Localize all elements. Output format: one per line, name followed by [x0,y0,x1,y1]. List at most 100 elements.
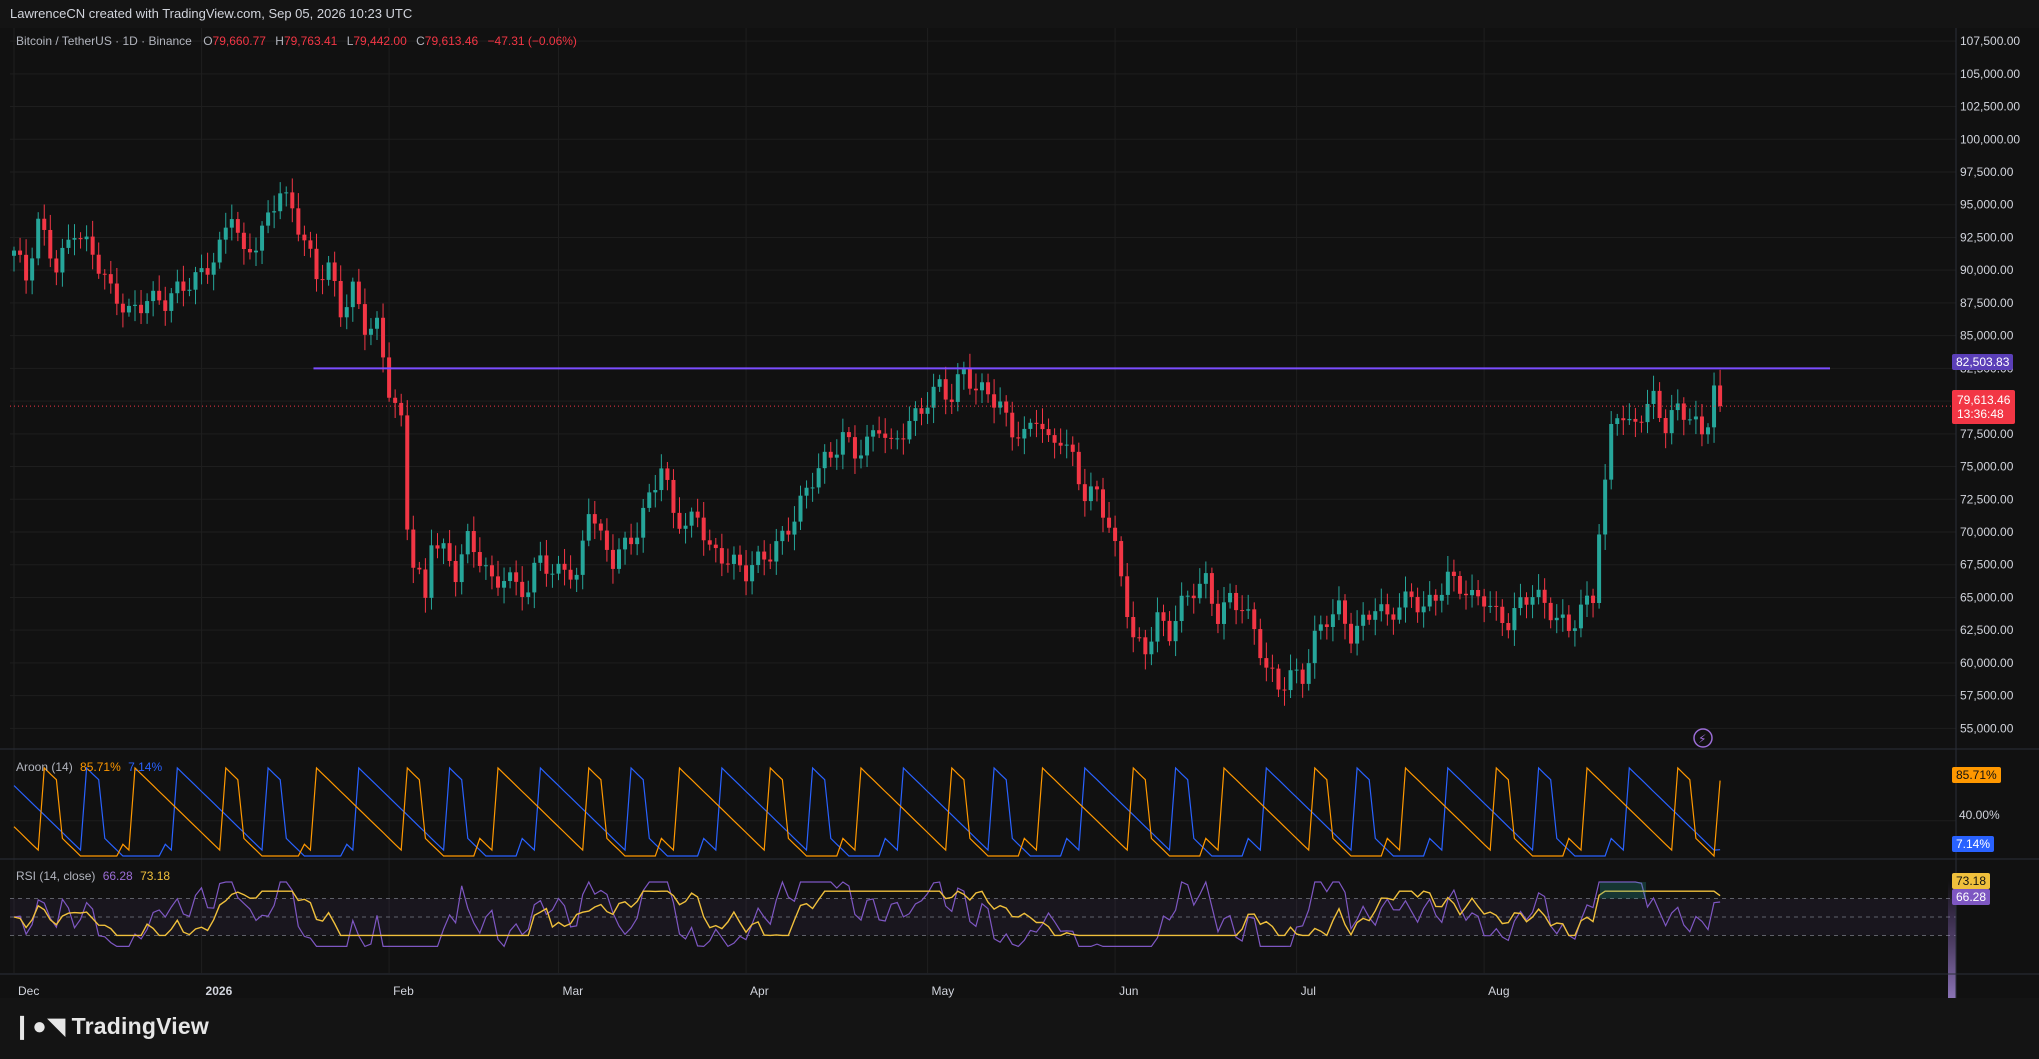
candle-body [1179,595,1184,622]
candle-body [750,565,755,582]
candle-body [744,565,749,582]
candle-body [998,401,1003,408]
candle [949,383,954,414]
candle-body [1524,597,1529,605]
chart-canvas[interactable]: ⚡ 107,500.00 105,000.00 102,500.00 100,000.… [0,28,2039,998]
candle [683,513,688,544]
candle-body [96,254,101,274]
candle-body [762,551,767,560]
candle [1657,382,1662,423]
candle-body [719,548,724,564]
candle-body [568,569,573,580]
candle-body [133,304,137,306]
candle-body [1585,595,1589,605]
candle-body [1094,486,1099,490]
candle [1119,536,1124,587]
candle-body [1270,667,1275,669]
candle [1004,395,1009,427]
candle [181,265,186,307]
candle-body [877,430,882,434]
candle [284,186,289,207]
candle [859,439,863,469]
candle [1603,464,1608,550]
candle [1288,654,1293,699]
candle-body [1566,614,1571,631]
candle-body [1657,390,1662,419]
candle [338,265,343,327]
candle [677,497,682,534]
candle-body [1228,592,1233,603]
candle [671,469,676,529]
candle-body [731,554,736,564]
candle-body [260,225,265,251]
candle [96,242,101,279]
candle-body [375,317,379,329]
candle-body [580,540,585,575]
candle-body [447,543,452,561]
candle [1506,613,1511,639]
candle [1155,597,1160,653]
candle-body [889,437,894,439]
y-tick-label: 62,500.00 [1960,623,2014,637]
x-tick-label: Aug [1488,984,1509,998]
candle [762,540,767,576]
candle-body [496,576,500,588]
candle-body [520,581,525,597]
candle [90,220,95,270]
candle-body [1355,625,1360,644]
candle [913,401,918,436]
candle-body [967,367,972,389]
candle-body [659,468,664,491]
candle-body [840,432,845,455]
candle-body [1445,571,1450,595]
candle [889,428,894,450]
candle [659,454,664,502]
candle-body [1536,589,1541,598]
close-value: 79,613.46 [424,34,479,48]
candle [157,275,162,305]
candle-body [1046,429,1051,436]
candle [1645,389,1650,434]
y-tick-label: 75,000.00 [1960,460,2014,474]
candle-body [387,357,392,398]
candle-body [187,289,192,291]
candle-body [1246,609,1251,611]
candle [967,353,972,395]
candle-body [459,554,464,583]
candle [278,182,283,220]
candle [1143,629,1148,670]
candle-body [1476,590,1481,597]
candle [84,225,89,252]
candle-body [895,438,900,440]
candle [1306,649,1311,691]
candle-body [1240,610,1245,612]
candle [1451,559,1456,592]
candle-body [1107,517,1112,528]
candle-body [1076,451,1081,485]
candle-body [701,517,706,541]
candle [955,363,960,412]
candle [526,580,531,605]
candle-body [423,569,428,598]
candle-body [1161,612,1166,621]
candle [562,548,567,586]
candle-body [1173,621,1178,642]
candle-body [1687,419,1692,421]
candle-body [1004,401,1009,413]
candle [556,555,561,581]
candle-body [36,218,41,259]
candle-body [859,455,863,459]
candle-body [683,525,688,529]
candle [1185,590,1190,606]
candle-body [1088,486,1093,502]
candle-body [871,430,876,437]
chart-attribution: LawrenceCN created with TradingView.com,… [0,0,2039,28]
candle [1167,611,1172,646]
aroon-down-value: 7.14% [128,760,163,774]
tradingview-logo[interactable]: ❙●◥ TradingView [12,1012,209,1041]
candle-body [1209,573,1214,604]
candle-body [1252,609,1257,630]
aroon-up-line [13,766,1721,858]
candle-body [1409,591,1414,597]
candle-body [617,549,621,569]
